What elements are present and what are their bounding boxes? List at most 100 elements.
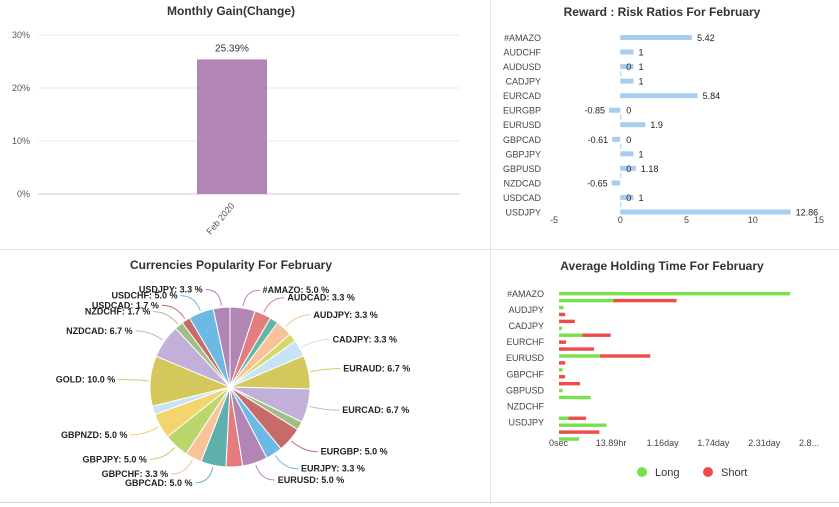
short-bar bbox=[559, 381, 581, 386]
gain-value-label: 25.39% bbox=[215, 43, 249, 54]
ratio-bar bbox=[620, 122, 646, 128]
ratio-bar bbox=[620, 209, 791, 215]
ratio-value-label: 1 bbox=[639, 149, 644, 159]
ratio-secondary-label: 0 bbox=[626, 106, 631, 116]
long-bar bbox=[559, 423, 607, 427]
pie-slice-label: GOLD: 10.0 % bbox=[56, 374, 116, 384]
holding-time-title: Average Holding Time For February bbox=[560, 259, 764, 273]
pie-leader-line bbox=[242, 289, 260, 307]
ratio-value-label: 1.18 bbox=[641, 164, 659, 174]
pie-slice-label: EURCAD: 6.7 % bbox=[342, 405, 409, 415]
ratio-secondary-label: 0 bbox=[626, 193, 631, 203]
category-label: USDJPY bbox=[505, 207, 541, 217]
pie-leader-line bbox=[310, 368, 341, 373]
reward-risk-chart: Reward : Risk Ratios For February #AMAZO… bbox=[503, 5, 824, 225]
ratio-bar bbox=[620, 151, 634, 157]
ratio-bar bbox=[620, 64, 634, 70]
long-bar bbox=[559, 292, 791, 296]
category-label: EURUSD bbox=[506, 353, 545, 363]
holding-time-chart: Average Holding Time For February #AMAZO… bbox=[506, 259, 819, 479]
short-bar bbox=[600, 354, 651, 358]
pie-slice-label: USDCAD: 1.7 % bbox=[92, 300, 159, 310]
pie-leader-line bbox=[291, 440, 318, 453]
x-tick-label: 0sec bbox=[549, 438, 569, 448]
ratio-bar-secondary bbox=[620, 172, 622, 178]
category-label: USDJPY bbox=[508, 417, 544, 427]
long-bar bbox=[559, 388, 563, 393]
short-bar bbox=[559, 361, 566, 365]
pie-leader-line bbox=[255, 464, 275, 481]
pie-leader-line bbox=[180, 295, 201, 311]
pie-slice bbox=[212, 306, 231, 388]
y-tick-label: 30% bbox=[12, 30, 30, 40]
category-label: NZDCHF bbox=[507, 401, 544, 411]
category-label: CADJPY bbox=[505, 77, 541, 87]
y-tick-label: 20% bbox=[12, 83, 30, 93]
x-tick-label: 1.74day bbox=[697, 438, 730, 448]
ratio-value-label: 5.84 bbox=[703, 91, 721, 101]
category-label: #AMAZO bbox=[504, 33, 541, 43]
long-bar bbox=[559, 298, 615, 303]
ratio-bar bbox=[608, 107, 621, 113]
ratio-secondary-label: 0 bbox=[626, 164, 631, 174]
ratio-bar bbox=[620, 49, 634, 55]
legend-marker bbox=[703, 467, 713, 477]
vertical-divider bbox=[490, 0, 491, 505]
ratio-value-label: 1 bbox=[639, 48, 644, 58]
category-label: EURGBP bbox=[503, 106, 541, 116]
popularity-title: Currencies Popularity For February bbox=[130, 258, 332, 272]
pie-leader-line bbox=[118, 378, 149, 382]
category-label: EURUSD bbox=[503, 120, 542, 130]
pie-slice-label: USDCHF: 5.0 % bbox=[112, 291, 178, 301]
long-bar bbox=[559, 326, 562, 330]
short-bar bbox=[613, 298, 677, 303]
category-label: EURCAD bbox=[503, 91, 542, 101]
x-tick-label: 10 bbox=[748, 215, 758, 225]
category-label: EURCHF bbox=[507, 337, 545, 347]
ratio-bar bbox=[620, 93, 698, 99]
short-bar bbox=[559, 430, 600, 434]
x-tick-label: 2.31day bbox=[748, 438, 781, 448]
long-bar bbox=[559, 368, 563, 372]
bottom-divider bbox=[0, 502, 839, 503]
pie-slice-label: #AMAZO: 5.0 % bbox=[263, 285, 330, 295]
horizontal-divider bbox=[0, 249, 839, 250]
ratio-bar bbox=[611, 180, 621, 186]
popularity-chart: Currencies Popularity For February #AMAZ… bbox=[56, 258, 411, 488]
short-bar bbox=[582, 333, 611, 337]
category-label: GBPUSD bbox=[506, 385, 545, 395]
ratio-value-label: 1 bbox=[639, 193, 644, 203]
ratio-bar bbox=[612, 136, 621, 142]
long-bar bbox=[559, 416, 570, 420]
ratio-bar-secondary bbox=[620, 114, 622, 120]
ratio-value-label: 1 bbox=[639, 77, 644, 87]
long-bar bbox=[559, 354, 602, 358]
ratio-bar bbox=[620, 78, 634, 84]
pie-slice-label: USDJPY: 3.3 % bbox=[139, 285, 203, 295]
pie-slice-label: GBPCHF: 3.3 % bbox=[102, 469, 169, 479]
category-label: GBPCHF bbox=[506, 369, 544, 379]
pie-slice-label: NZDCHF: 1.7 % bbox=[85, 307, 151, 317]
ratio-bar bbox=[620, 194, 634, 200]
pie-leader-line bbox=[285, 314, 311, 327]
category-label: GBPUSD bbox=[503, 164, 542, 174]
pie-leader-line bbox=[309, 405, 340, 411]
pie-slice-label: AUDJPY: 3.3 % bbox=[313, 310, 377, 320]
long-bar bbox=[559, 395, 591, 400]
short-bar bbox=[559, 319, 575, 324]
x-tick-label: 2.8... bbox=[799, 438, 819, 448]
monthly-gain-title: Monthly Gain(Change) bbox=[167, 4, 295, 18]
category-label: GBPJPY bbox=[505, 149, 541, 159]
pie-leader-line bbox=[301, 338, 330, 348]
pie-slice-label: EURAUD: 6.7 % bbox=[343, 364, 410, 374]
pie-slice-label: EURJPY: 3.3 % bbox=[301, 464, 365, 474]
long-bar bbox=[559, 437, 580, 441]
category-label: #AMAZO bbox=[507, 289, 544, 299]
pie-leader-line bbox=[205, 289, 222, 306]
ratio-value-label: 5.42 bbox=[697, 33, 715, 43]
ratio-value-label: 1 bbox=[639, 62, 644, 72]
ratio-value-label: 12.86 bbox=[796, 207, 819, 217]
popularity-panel: Currencies Popularity For February #AMAZ… bbox=[0, 250, 490, 502]
pie-slice-label: GBPNZD: 5.0 % bbox=[61, 430, 128, 440]
long-bar bbox=[559, 305, 564, 310]
